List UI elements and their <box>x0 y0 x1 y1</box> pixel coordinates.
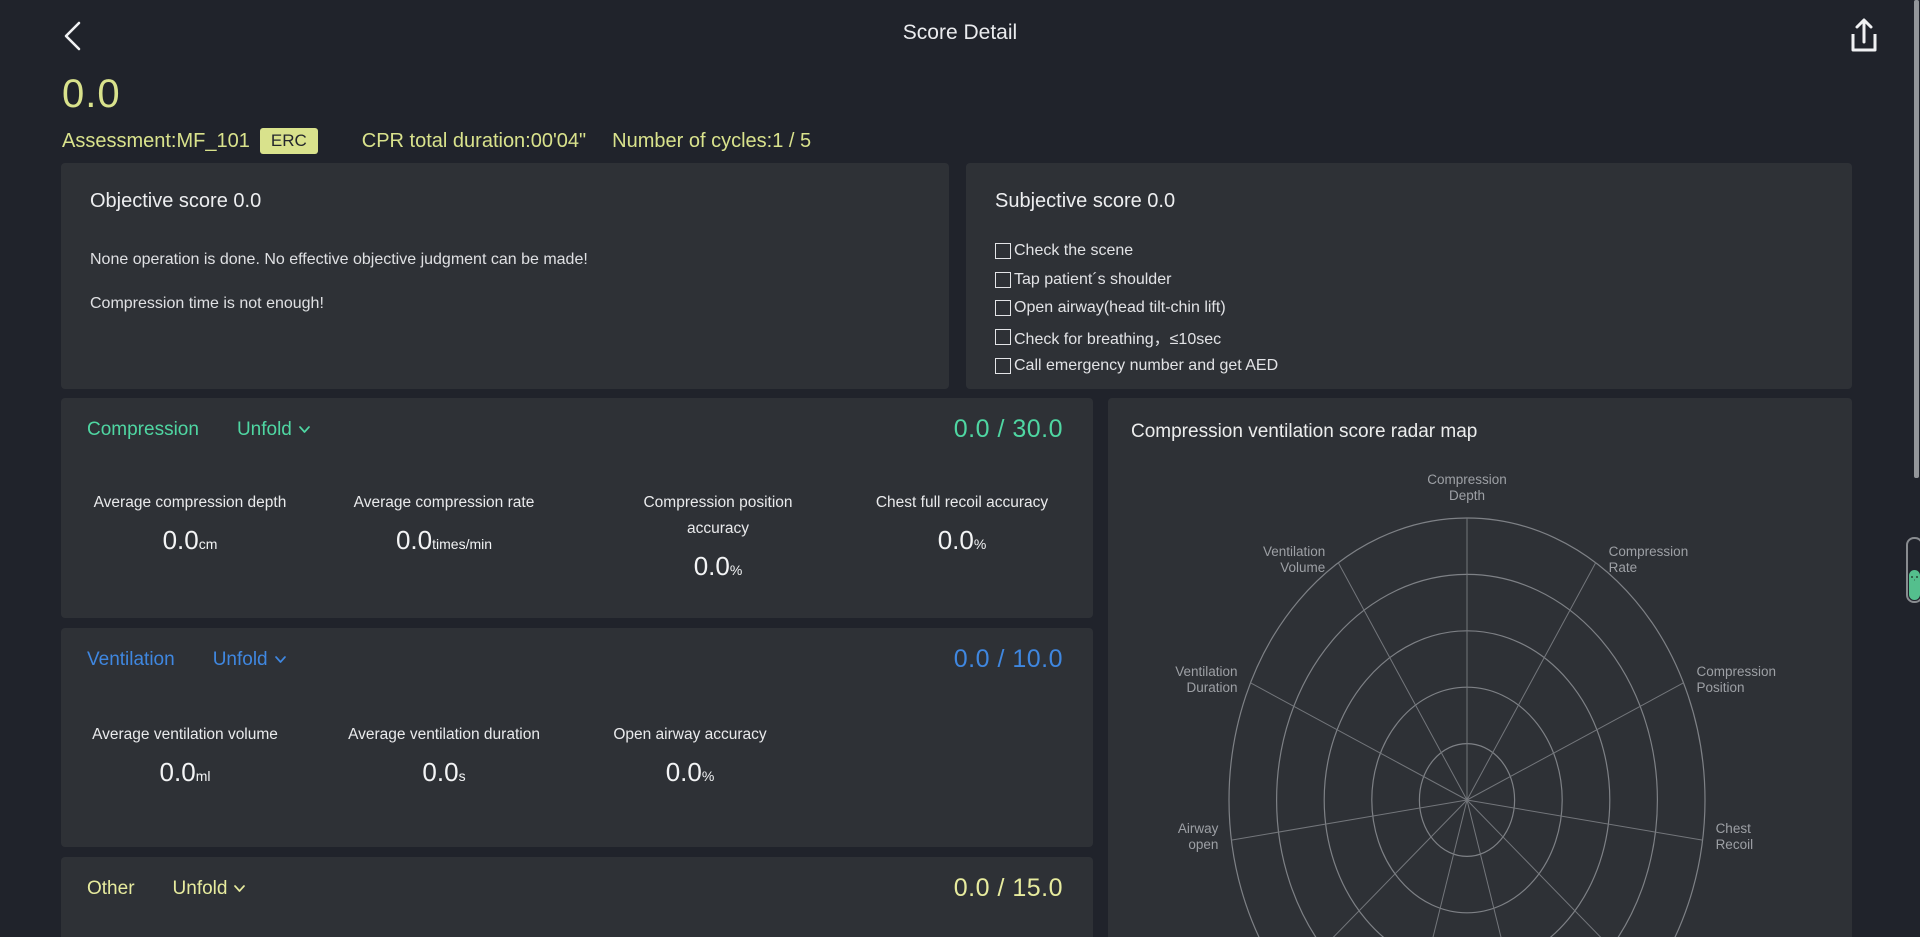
metric-ventilation-volume: Average ventilation volume 0.0ml <box>92 726 278 787</box>
compression-score: 0.0 / 30.0 <box>953 415 1063 443</box>
radar-axis-label: Compression Depth <box>1427 472 1507 503</box>
ventilation-panel: Ventilation Unfold 0.0 / 10.0 Average ve… <box>61 628 1093 847</box>
metric-compression-depth: Average compression depth 0.0cm <box>93 494 287 555</box>
ventilation-unfold-button[interactable]: Unfold <box>213 649 288 671</box>
objective-score-title: Objective score 0.0 <box>90 190 262 212</box>
erc-badge: ERC <box>259 128 318 154</box>
chevron-down-icon <box>274 656 286 663</box>
checkbox-item[interactable]: Tap patient´s shoulder <box>995 266 1832 295</box>
assessment-label: Assessment:MF_101 <box>62 129 250 152</box>
subjective-checklist: Check the scene Tap patient´s shoulder O… <box>995 237 1832 380</box>
radar-axis-label: Compression Position <box>1696 664 1776 695</box>
radar-axis-label: Ventilation Duration <box>1175 664 1237 695</box>
checkbox-label: Tap patient´s shoulder <box>1014 270 1172 288</box>
checkbox-label: Check the scene <box>1014 242 1134 260</box>
chevron-down-icon <box>234 885 246 892</box>
checkbox-item[interactable]: Check for breathing，≤10sec <box>995 323 1832 352</box>
checkbox-label: Open airway(head tilt-chin lift) <box>1014 299 1226 317</box>
compression-panel: Compression Unfold 0.0 / 30.0 Average co… <box>61 398 1093 618</box>
subjective-score-panel: Subjective score 0.0 Check the scene Tap… <box>966 163 1852 389</box>
metric-ventilation-duration: Average ventilation duration 0.0s <box>348 726 540 787</box>
ventilation-score: 0.0 / 10.0 <box>953 645 1063 673</box>
total-score: 0.0 <box>62 72 121 116</box>
other-panel: Other Unfold 0.0 / 15.0 <box>61 857 1093 937</box>
objective-score-panel: Objective score 0.0 None operation is do… <box>61 163 949 389</box>
checkbox-item[interactable]: Call emergency number and get AED <box>995 351 1832 380</box>
checkbox-unchecked[interactable] <box>995 329 1011 346</box>
chevron-down-icon <box>299 426 310 433</box>
smiley-face-icon <box>1911 576 1913 578</box>
back-button[interactable] <box>56 16 92 56</box>
other-title: Other <box>87 877 135 899</box>
checkbox-label: Call emergency number and get AED <box>1014 356 1279 374</box>
checkbox-unchecked[interactable] <box>995 357 1011 374</box>
radar-title: Compression ventilation score radar map <box>1131 421 1478 442</box>
objective-message: None operation is done. No effective obj… <box>90 251 588 268</box>
scrollbar-thumb[interactable] <box>1914 0 1919 478</box>
metric-chest-recoil-accuracy: Chest full recoil accuracy 0.0% <box>875 494 1049 555</box>
scroll-indicator-fill <box>1909 570 1920 600</box>
ventilation-title: Ventilation <box>87 648 175 670</box>
checkbox-unchecked[interactable] <box>995 300 1011 317</box>
metric-compression-rate: Average compression rate 0.0times/min <box>353 494 535 555</box>
cpr-duration: CPR total duration:00'04" <box>361 129 587 152</box>
checkbox-item[interactable]: Check the scene <box>995 237 1832 266</box>
page-title: Score Detail <box>902 21 1018 44</box>
checkbox-item[interactable]: Open airway(head tilt-chin lift) <box>995 294 1832 323</box>
checkbox-unchecked[interactable] <box>995 271 1011 288</box>
radar-axis-label: Ventilation Volume <box>1263 544 1325 575</box>
share-button[interactable] <box>1842 14 1884 58</box>
objective-message: Compression time is not enough! <box>90 295 324 312</box>
assessment-info-row: Assessment:MF_101 ERC CPR total duration… <box>62 128 811 154</box>
subjective-score-title: Subjective score 0.0 <box>995 190 1176 212</box>
compression-title: Compression <box>87 418 199 440</box>
radar-axis-label: Compression Rate <box>1609 544 1689 575</box>
chevron-left-icon <box>64 21 81 51</box>
scroll-indicator[interactable] <box>1906 537 1920 603</box>
cycles-count: Number of cycles:1 / 5 <box>612 129 812 152</box>
metric-open-airway-accuracy: Open airway accuracy 0.0% <box>613 726 767 787</box>
share-icon <box>1851 18 1877 52</box>
metric-compression-position-accuracy: Compression position accuracy 0.0% <box>643 494 793 581</box>
checkbox-unchecked[interactable] <box>995 243 1011 260</box>
other-unfold-button[interactable]: Unfold <box>173 878 248 900</box>
checkbox-label: Check for breathing，≤10sec <box>1014 331 1222 349</box>
compression-unfold-button[interactable]: Unfold <box>237 419 312 441</box>
radar-axis-label: Airway open <box>1178 821 1219 852</box>
radar-chart: Compression Depth Compression Rate Compressi… <box>1175 472 1776 937</box>
radar-axis-label: Chest Recoil <box>1716 821 1754 852</box>
other-score: 0.0 / 15.0 <box>953 874 1063 902</box>
radar-panel: Compression ventilation score radar map … <box>1108 398 1852 937</box>
